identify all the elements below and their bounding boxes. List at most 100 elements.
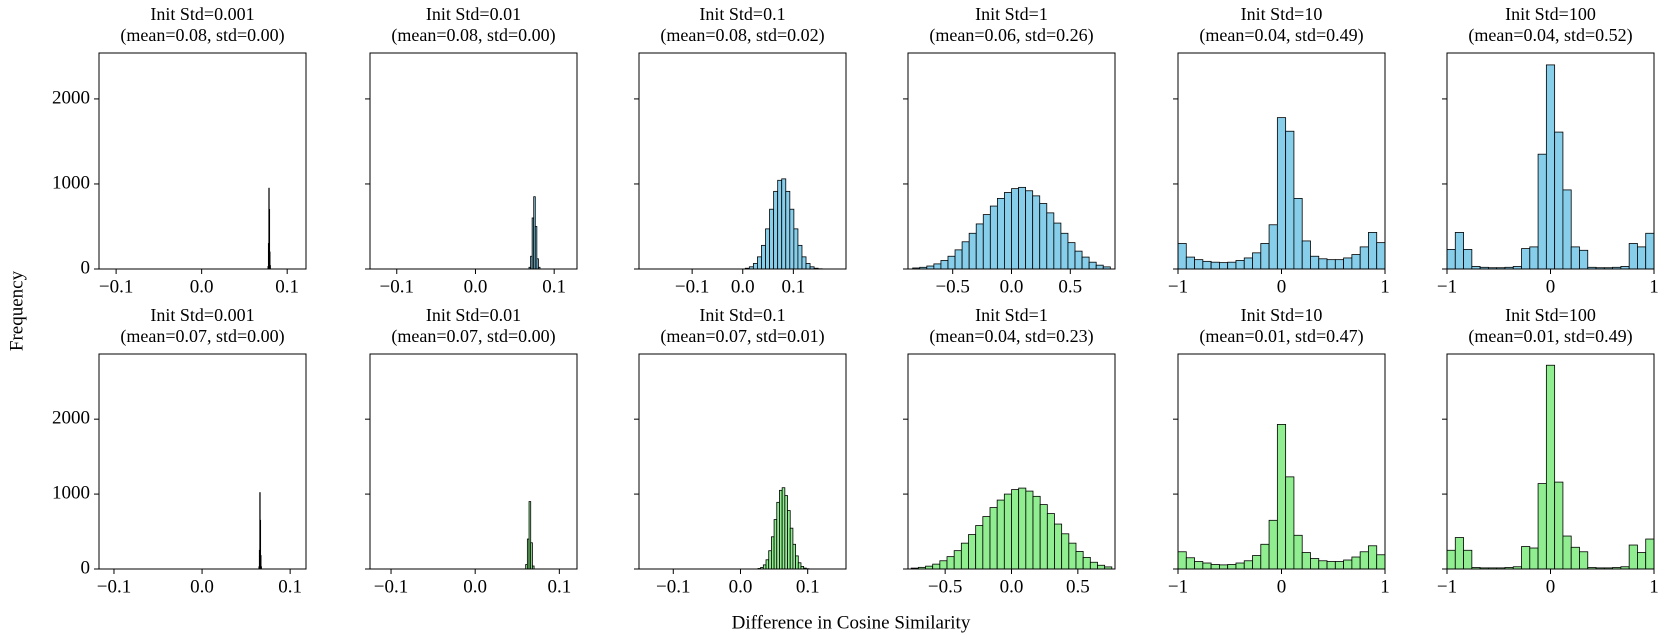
bar xyxy=(1075,550,1084,570)
bar xyxy=(1529,547,1539,570)
bar xyxy=(1343,559,1353,570)
bar xyxy=(761,244,766,270)
y-tick-label: 1000 xyxy=(52,482,90,503)
x-tick-label: 1 xyxy=(1380,276,1390,297)
x-tick-label: 0.1 xyxy=(781,276,805,297)
bar xyxy=(961,241,970,270)
bar xyxy=(768,550,772,570)
bar xyxy=(1318,560,1328,570)
x-tick-label: 0.1 xyxy=(278,576,302,597)
x-tick-label: 0.1 xyxy=(542,276,566,297)
bar xyxy=(968,534,977,570)
bar xyxy=(769,208,775,270)
bar xyxy=(947,255,956,270)
bar xyxy=(996,499,1005,570)
bar xyxy=(1285,130,1295,270)
bar xyxy=(1537,483,1547,570)
bar xyxy=(1260,543,1270,570)
bar xyxy=(765,228,770,270)
bar xyxy=(1326,561,1336,570)
bar xyxy=(1376,554,1386,570)
bar xyxy=(795,555,799,570)
panel-subtitle: (mean=0.01, std=0.49) xyxy=(1468,326,1632,347)
plot-frame xyxy=(98,353,307,570)
bar xyxy=(762,564,767,570)
bars xyxy=(1446,364,1655,570)
panel-subtitle: (mean=0.07, std=0.01) xyxy=(660,326,824,347)
bar xyxy=(1310,558,1320,570)
bar xyxy=(1628,544,1638,570)
bar xyxy=(1177,243,1187,270)
bar xyxy=(1334,259,1344,270)
bar xyxy=(1194,259,1204,270)
x-tick-label: 0 xyxy=(1546,576,1556,597)
bar xyxy=(1243,257,1253,270)
bar xyxy=(1032,195,1041,270)
x-tick-label: 1 xyxy=(1649,576,1659,597)
y-axis-label: Frequency xyxy=(6,270,27,351)
x-tick-label: 0 xyxy=(1277,576,1287,597)
bar xyxy=(1359,551,1369,570)
bar xyxy=(1046,513,1055,570)
panel-subtitle: (mean=0.08, std=0.00) xyxy=(120,25,284,46)
bar xyxy=(773,519,778,570)
plot-frame xyxy=(369,52,578,270)
bar xyxy=(982,214,991,270)
x-tick-label: −0.5 xyxy=(928,576,962,597)
bar xyxy=(1351,556,1361,570)
bars xyxy=(258,492,262,570)
bar xyxy=(1177,551,1187,570)
x-tick-label: 0.0 xyxy=(1000,576,1024,597)
bar xyxy=(784,495,788,570)
bars xyxy=(525,501,535,570)
bar xyxy=(946,556,955,570)
bar xyxy=(1089,561,1098,570)
panel-subtitle: (mean=0.08, std=0.02) xyxy=(660,25,824,46)
bar xyxy=(1243,560,1253,570)
y-tick-label: 0 xyxy=(81,557,91,578)
bar xyxy=(1260,243,1270,270)
bar xyxy=(1011,188,1019,270)
plot-frame xyxy=(638,52,847,270)
x-tick-label: 0.0 xyxy=(190,276,214,297)
bar xyxy=(770,536,775,570)
panel-title: Init Std=0.001 xyxy=(150,305,254,325)
bar xyxy=(968,232,977,270)
bar xyxy=(797,562,802,570)
bar xyxy=(1454,232,1464,270)
bar xyxy=(1545,64,1556,270)
bar xyxy=(982,516,991,570)
bars xyxy=(1177,117,1386,270)
bar xyxy=(1554,481,1564,570)
panel-subtitle: (mean=0.04, std=0.23) xyxy=(929,326,1093,347)
bar xyxy=(1060,232,1069,270)
x-tick-label: 0.0 xyxy=(464,276,488,297)
bar xyxy=(1454,537,1464,570)
x-tick-label: 1 xyxy=(1380,576,1390,597)
bar xyxy=(1011,489,1020,570)
bar xyxy=(954,249,963,270)
bar xyxy=(1061,533,1070,570)
bar xyxy=(975,525,984,570)
bar xyxy=(1446,249,1456,270)
bar xyxy=(933,263,942,270)
bars xyxy=(528,196,541,270)
y-tick-label: 1000 xyxy=(52,172,90,193)
panel-subtitle: (mean=0.01, std=0.47) xyxy=(1199,326,1363,347)
bar xyxy=(1276,424,1287,570)
bar xyxy=(1545,364,1556,570)
bar xyxy=(1562,189,1572,270)
bars xyxy=(1446,64,1655,270)
bar xyxy=(1025,490,1034,570)
x-tick-label: −1 xyxy=(1168,276,1188,297)
bar xyxy=(1376,242,1386,270)
x-tick-label: 0.1 xyxy=(796,576,820,597)
bar xyxy=(1039,504,1048,570)
bar xyxy=(1521,248,1531,270)
x-tick-label: −1 xyxy=(1168,576,1188,597)
bar xyxy=(1039,203,1048,270)
bar xyxy=(801,256,807,270)
x-tick-label: −1 xyxy=(1437,576,1457,597)
x-tick-label: −0.1 xyxy=(380,276,414,297)
